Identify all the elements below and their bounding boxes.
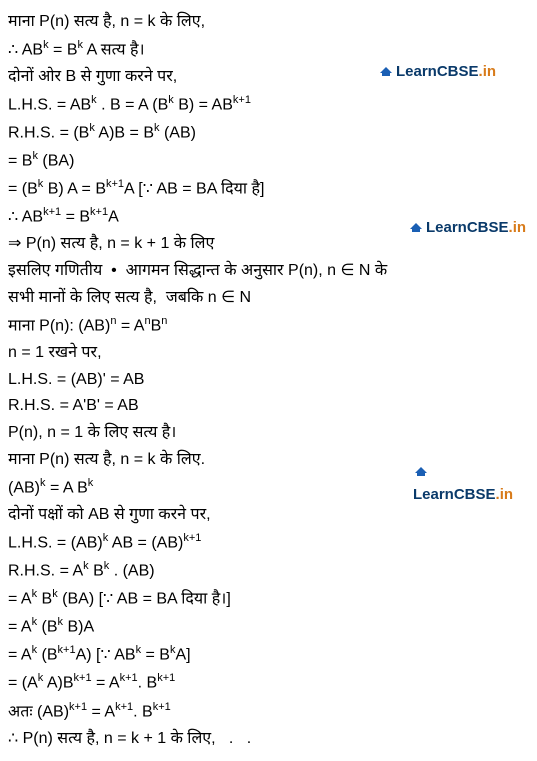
text-line: P(n), n = 1 के लिए सत्य है। [8, 421, 529, 446]
text-line: R.H.S. = (Bk A)B = Bk (AB) [8, 120, 529, 146]
brand-in: .in [496, 486, 514, 503]
text-line: = (Ak A)Bk+1 = Ak+1. Bk+1 [8, 670, 529, 696]
grad-cap-icon [378, 67, 394, 77]
text-line: = Bk (BA) [8, 148, 529, 174]
brand-watermark: LearnCBSE.in [413, 460, 529, 507]
document-body: LearnCBSE.inLearnCBSE.inLearnCBSE.in मान… [8, 10, 529, 751]
brand-in: .in [509, 219, 527, 236]
grad-cap-icon [413, 467, 429, 477]
text-line: n = 1 रखने पर, [8, 341, 529, 366]
text-line: R.H.S. = Ak Bk . (AB) [8, 558, 529, 584]
text-line: माना P(n): (AB)n = AnBn [8, 313, 529, 339]
brand-watermark: LearnCBSE.in [408, 216, 526, 239]
brand-in: .in [479, 63, 497, 80]
grad-cap-icon [408, 223, 424, 233]
brand-learn: LearnCBSE [426, 219, 509, 236]
text-line: = (Bk B) A = Bk+1A [∵ AB = BA दिया है] [8, 176, 529, 202]
text-line: L.H.S. = ABk . B = A (Bk B) = ABk+1 [8, 92, 529, 118]
text-line: = Ak Bk (BA) [∵ AB = BA दिया है।] [8, 586, 529, 612]
text-line: ∴ ABk = Bk A सत्य है। [8, 37, 529, 63]
text-line: L.H.S. = (AB)' = AB [8, 368, 529, 393]
brand-learn: LearnCBSE [396, 63, 479, 80]
text-line: R.H.S. = A'B' = AB [8, 394, 529, 419]
brand-learn: LearnCBSE [413, 486, 496, 503]
text-line: माना P(n) सत्य है, n = k के लिए, [8, 10, 529, 35]
text-line: सभी मानों के लिए सत्य है, जबकि n ∈ N [8, 286, 529, 311]
text-line: अतः (AB)k+1 = Ak+1. Bk+1 [8, 699, 529, 725]
brand-watermark: LearnCBSE.in [378, 60, 496, 83]
text-line: ∴ P(n) सत्य है, n = k + 1 के लिए, . . [8, 727, 529, 752]
text-line: L.H.S. = (AB)k AB = (AB)k+1 [8, 530, 529, 556]
text-line: इसलिए गणितीय • आगमन सिद्धान्त के अनुसार … [8, 259, 529, 284]
text-line: = Ak (Bk B)A [8, 614, 529, 640]
text-line: दोनों पक्षों को AB से गुणा करने पर, [8, 503, 529, 528]
text-line: = Ak (Bk+1A) [∵ ABk = BkA] [8, 642, 529, 668]
